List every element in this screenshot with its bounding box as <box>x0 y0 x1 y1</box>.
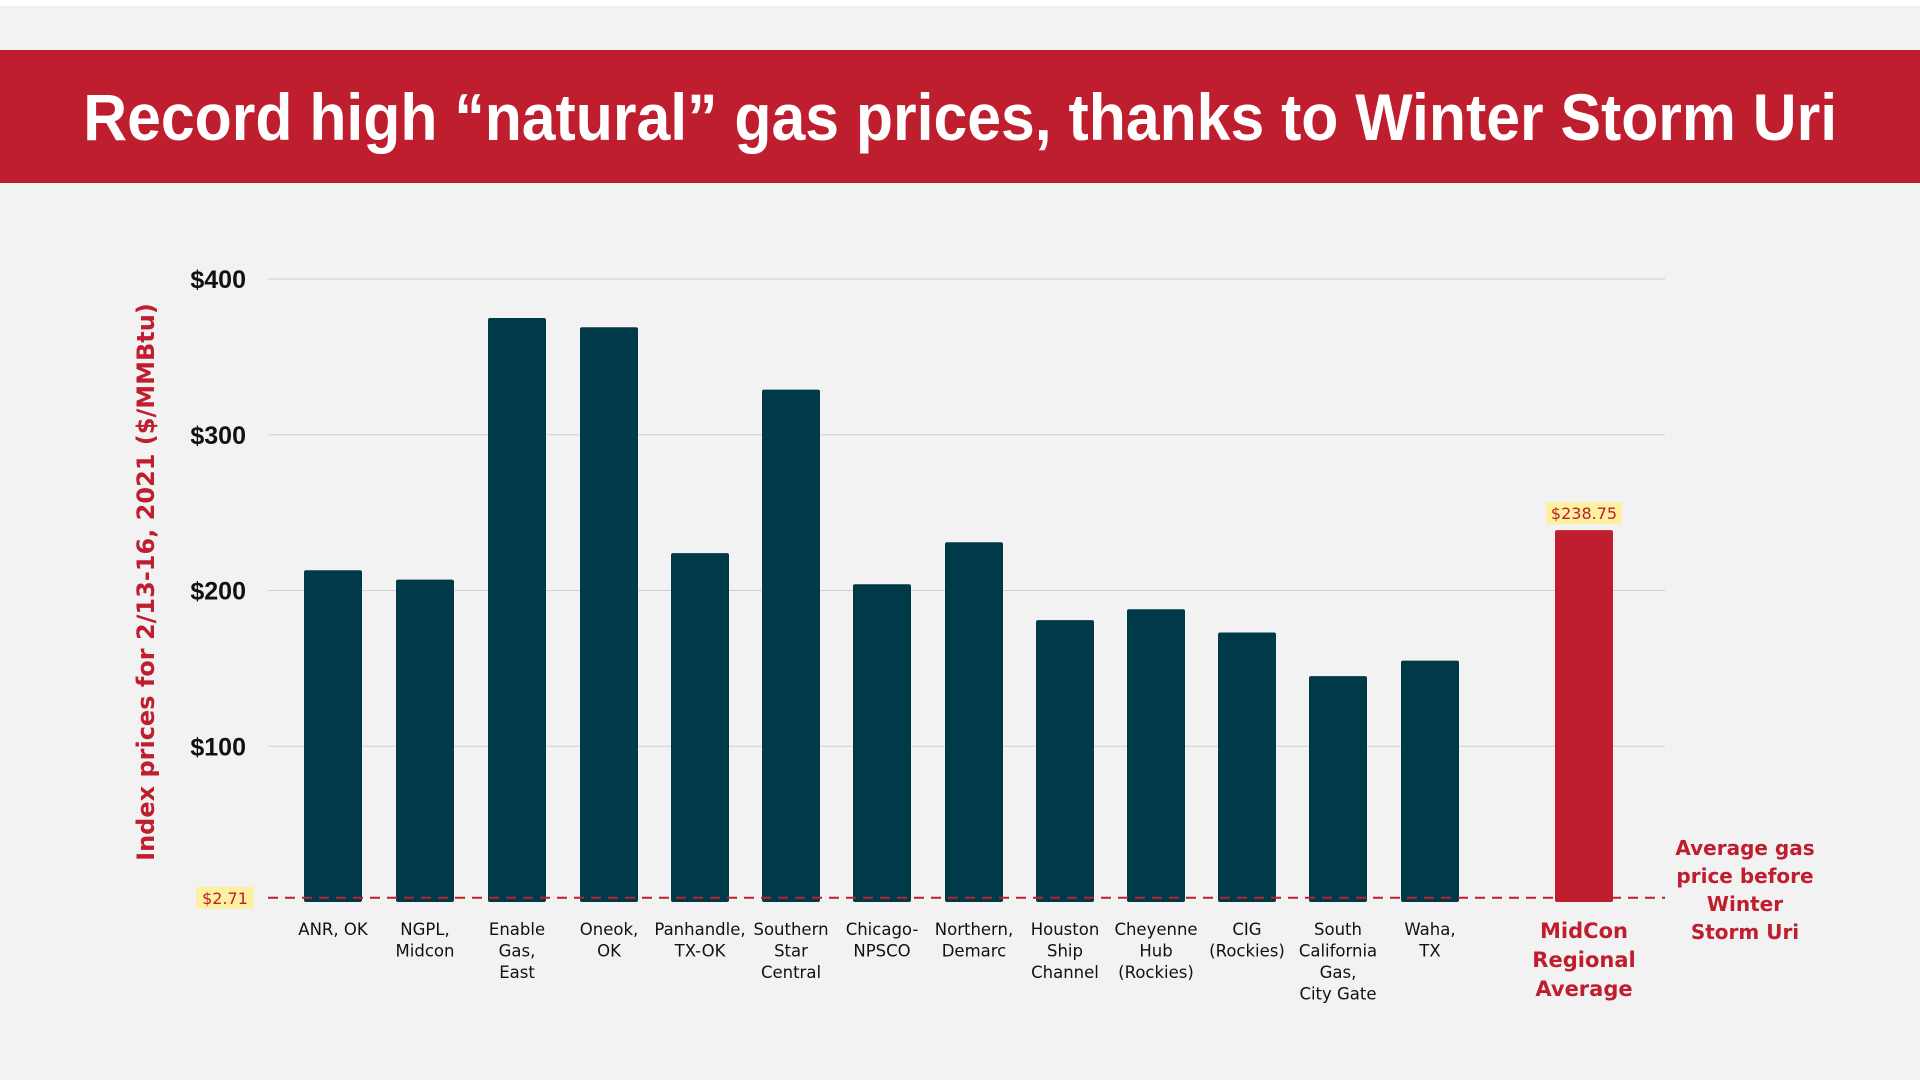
value-label: $238.75 <box>1551 504 1617 523</box>
value-label-bg <box>1546 502 1622 525</box>
y-axis-title: Index prices for 2/13-16, 2021 ($/MMBtu) <box>132 303 160 861</box>
bar-highlight <box>1555 530 1613 902</box>
reference-annotation: Average gas price before Winter Storm Uri <box>1675 836 1814 944</box>
bar <box>1309 676 1367 902</box>
bar <box>671 553 729 902</box>
bar <box>1036 620 1094 902</box>
bar <box>580 327 638 903</box>
bar <box>1127 609 1185 902</box>
reference-label-bg <box>196 886 254 909</box>
chart-title: Record high “natural” gas prices, thanks… <box>83 79 1837 154</box>
bar <box>396 579 454 902</box>
category-label: Oneok, OK <box>580 920 639 961</box>
y-tick-label: $100 <box>190 733 246 761</box>
bar <box>853 584 911 902</box>
category-label: Cheyenne Hub (Rockies) <box>1114 920 1197 982</box>
category-label: CIG (Rockies) <box>1209 920 1285 961</box>
y-tick-label: $300 <box>190 422 246 450</box>
y-tick-label: $400 <box>190 266 246 294</box>
y-tick-label: $200 <box>190 578 246 606</box>
category-label: Panhandle, TX-OK <box>654 920 745 961</box>
bar <box>1218 632 1276 902</box>
category-label: Enable Gas, East <box>489 920 545 982</box>
category-label: ANR, OK <box>298 920 369 939</box>
category-label: Northern, Demarc <box>935 920 1014 961</box>
category-label: NGPL, Midcon <box>396 920 455 961</box>
category-label: Chicago-NPSCO <box>846 920 919 961</box>
bar <box>488 317 546 902</box>
bar <box>304 570 362 902</box>
category-label: Southern Star Central <box>753 920 828 982</box>
category-label: Houston Ship Channel <box>1031 920 1100 982</box>
category-label: Waha, TX <box>1404 920 1455 961</box>
title-banner: Record high “natural” gas prices, thanks… <box>0 50 1920 183</box>
category-label-highlight: MidCon Regional Average <box>1532 919 1635 1001</box>
bar <box>945 542 1003 902</box>
bar <box>1401 660 1459 902</box>
bar <box>762 389 820 902</box>
reference-value-label: $2.71 <box>202 889 248 908</box>
category-label: South California Gas, City Gate <box>1299 920 1377 1004</box>
